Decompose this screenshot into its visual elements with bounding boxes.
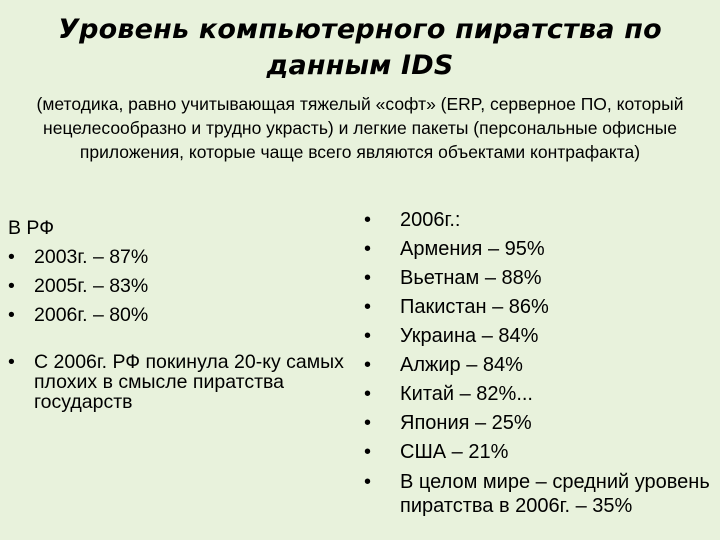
list-item-text: 2005г. – 83% [34,275,149,297]
list-item-text: Вьетнам – 88% [400,267,542,289]
list-item: • США – 21% [364,438,714,467]
bullet-icon: • [364,354,372,376]
bullet-icon: • [8,246,15,268]
list-item-text: В целом мире – средний уровень пиратства… [400,471,710,517]
right-column: • 2006г.: • Армения – 95% • Вьетнам – 88… [364,206,714,518]
list-item: • 2005г. – 83% [8,272,353,301]
bullet-icon: • [364,383,372,405]
list-item: • Украина – 84% [364,322,714,351]
left-column: В РФ • 2003г. – 87% • 2005г. – 83% • 200… [8,214,353,412]
russia-note-list: • С 2006г. РФ покинула 20-ку самых плохи… [8,352,353,412]
world-stats-list: • 2006г.: • Армения – 95% • Вьетнам – 88… [364,206,714,518]
bullet-icon: • [8,304,15,326]
bullet-icon: • [364,209,372,231]
list-item: • Армения – 95% [364,235,714,264]
list-item-text: Китай – 82%... [400,383,533,405]
list-item-text: Армения – 95% [400,238,545,260]
slide-title: Уровень компьютерного пиратства по данны… [58,14,662,81]
list-item: • 2006г. – 80% [8,301,353,330]
bullet-icon: • [364,325,372,347]
bullet-icon: • [364,412,372,434]
list-item-text: Алжир – 84% [400,354,523,376]
list-item: • Алжир – 84% [364,351,714,380]
list-item-text: 2003г. – 87% [34,246,149,268]
list-item: • Япония – 25% [364,409,714,438]
list-item: • 2003г. – 87% [8,243,353,272]
list-item-text: 2006г. – 80% [34,304,149,326]
list-item: • Китай – 82%... [364,380,714,409]
list-item: • С 2006г. РФ покинула 20-ку самых плохи… [8,352,353,412]
list-item-text: С 2006г. РФ покинула 20-ку самых плохих … [34,351,344,413]
bullet-icon: • [364,267,372,289]
list-item-text: Япония – 25% [400,412,532,434]
bullet-icon: • [364,441,372,463]
list-item: • Вьетнам – 88% [364,264,714,293]
bullet-icon: • [8,351,15,373]
list-item-text: США – 21% [400,441,509,463]
list-item-text: Пакистан – 86% [400,296,549,318]
left-heading: В РФ [8,217,55,239]
bullet-icon: • [8,275,15,297]
list-item: • Пакистан – 86% [364,293,714,322]
russia-stats-list: • 2003г. – 87% • 2005г. – 83% • 2006г. –… [8,243,353,330]
list-item: • В целом мире – средний уровень пиратст… [364,467,714,518]
bullet-icon: • [364,296,372,318]
list-item-text: Украина – 84% [400,325,539,347]
list-item: • 2006г.: [364,206,714,235]
list-item-text: 2006г.: [400,209,461,231]
bullet-icon: • [364,238,372,260]
bullet-icon: • [364,471,372,493]
slide-subtitle: (методика, равно учитывающая тяжелый «со… [36,94,684,162]
